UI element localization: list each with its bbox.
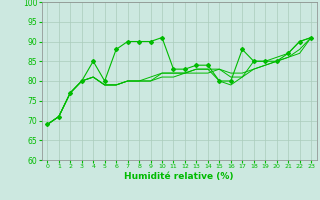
X-axis label: Humidité relative (%): Humidité relative (%)	[124, 172, 234, 181]
